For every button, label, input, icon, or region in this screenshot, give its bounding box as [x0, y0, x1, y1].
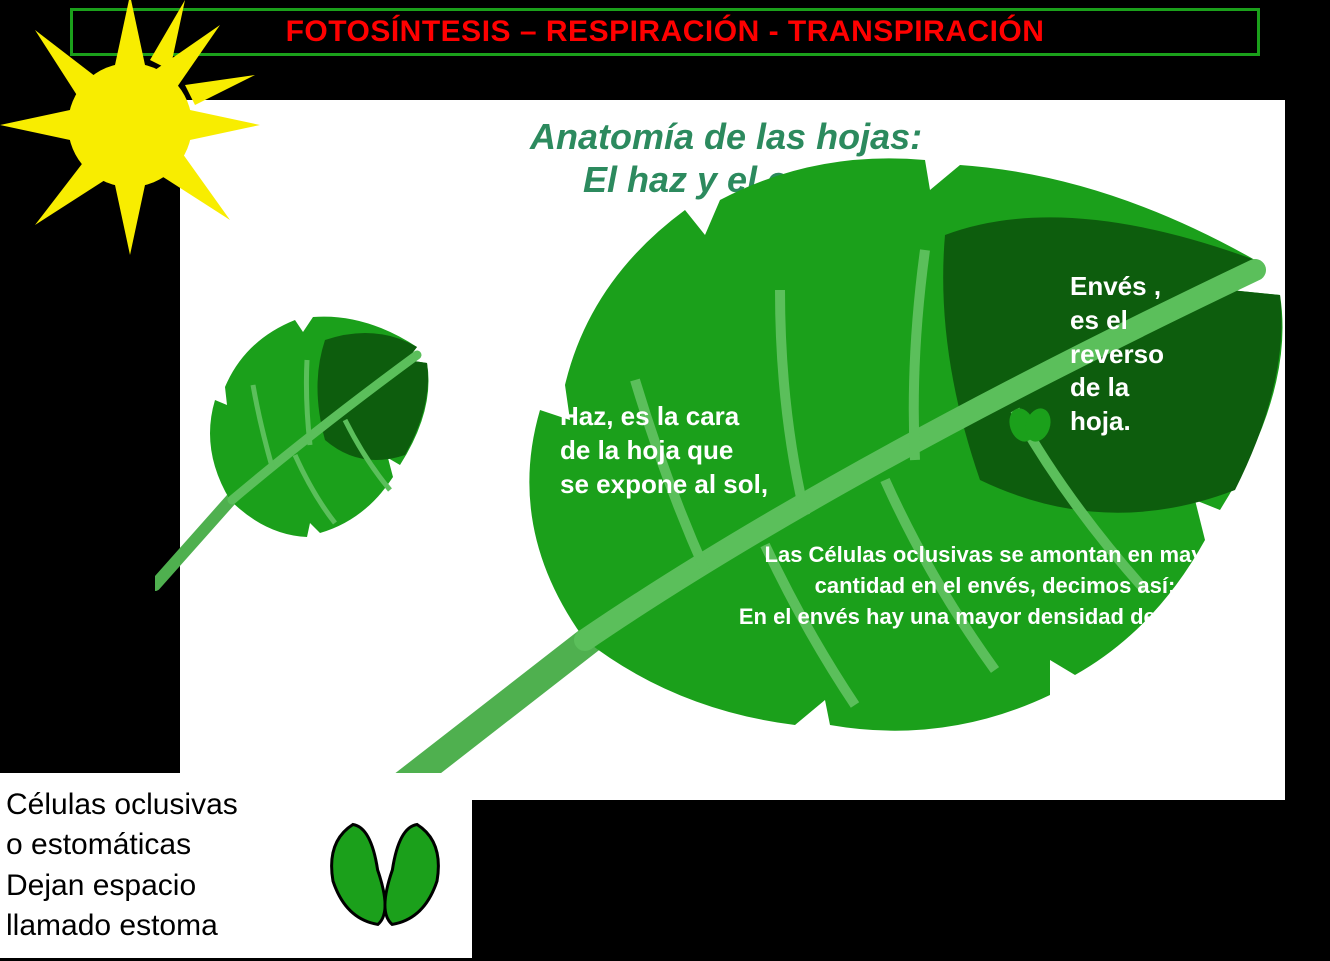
small-leaf — [155, 305, 445, 595]
celulas-line3: En el envés hay una mayor densidad de es… — [735, 602, 1255, 633]
celulas-note: Las Células oclusivas se amontan en mayo… — [735, 540, 1255, 632]
stomata-small-icon — [1005, 405, 1055, 445]
haz-text-content: Haz, es la cara de la hoja que se expone… — [560, 401, 768, 499]
haz-label: Haz, es la cara de la hoja que se expone… — [560, 400, 768, 501]
bottom-label-text: Células oclusivas o estomáticas Dejan es… — [0, 775, 238, 957]
header-title: FOTOSÍNTESIS – RESPIRACIÓN - TRANSPIRACI… — [286, 15, 1045, 49]
big-leaf — [385, 150, 1315, 850]
celulas-line1: Las Células oclusivas se amontan en mayo… — [735, 540, 1255, 571]
sun-icon — [0, 0, 260, 255]
enves-text-content: Envés , es el reverso de la hoja. — [1070, 271, 1164, 436]
stomata-large-icon — [320, 808, 450, 938]
celulas-line2: cantidad en el envés, decimos así: — [735, 571, 1255, 602]
enves-label: Envés , es el reverso de la hoja. — [1070, 270, 1164, 439]
